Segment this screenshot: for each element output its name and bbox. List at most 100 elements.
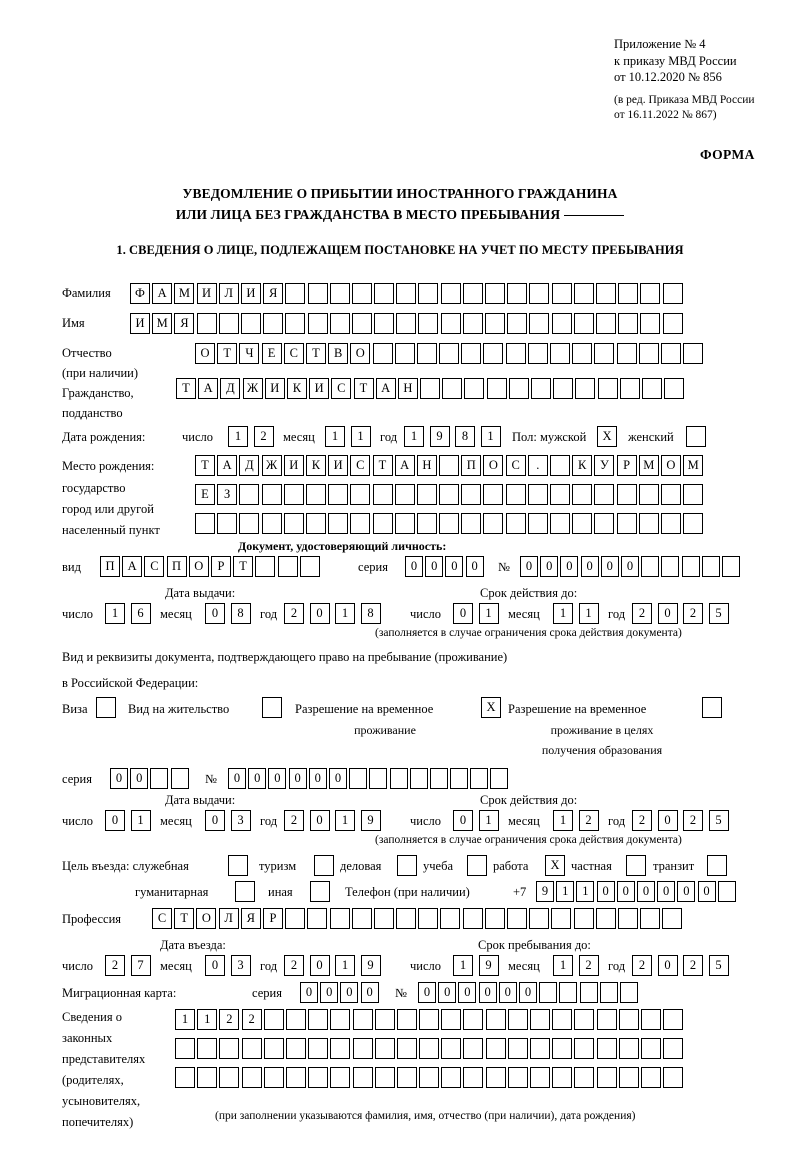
char-box[interactable] — [416, 513, 437, 534]
purpose-tourism-checkbox[interactable] — [314, 855, 334, 876]
purpose-other-checkbox[interactable] — [310, 881, 330, 902]
char-box[interactable] — [239, 513, 260, 534]
char-box[interactable]: Т — [176, 378, 196, 399]
char-box[interactable] — [597, 378, 618, 399]
char-box[interactable]: 0 — [677, 881, 696, 902]
char-box[interactable] — [394, 513, 415, 534]
char-box[interactable] — [550, 484, 570, 505]
char-box[interactable]: 0 — [657, 955, 678, 976]
char-box[interactable]: 0 — [498, 982, 517, 1003]
char-box[interactable]: 0 — [540, 556, 559, 577]
char-box[interactable]: А — [152, 283, 173, 304]
char-box[interactable] — [552, 1038, 573, 1059]
char-box[interactable]: 0 — [478, 982, 497, 1003]
char-box[interactable]: 0 — [620, 556, 639, 577]
char-box[interactable] — [721, 556, 740, 577]
char-box[interactable]: 1 — [130, 810, 151, 831]
char-box[interactable]: Д — [220, 378, 241, 399]
char-box[interactable]: Т — [217, 343, 238, 364]
purpose-business-checkbox[interactable] — [397, 855, 417, 876]
char-box[interactable] — [170, 768, 189, 789]
char-box[interactable] — [263, 1067, 284, 1088]
char-box[interactable]: 0 — [458, 982, 477, 1003]
char-box[interactable]: 5 — [708, 810, 729, 831]
char-box[interactable] — [429, 768, 448, 789]
char-box[interactable] — [307, 283, 328, 304]
char-box[interactable] — [419, 1038, 440, 1059]
char-box[interactable] — [539, 982, 558, 1003]
residence-permit-checkbox[interactable] — [262, 697, 282, 718]
char-box[interactable]: 2 — [241, 1009, 262, 1030]
char-box[interactable]: И — [264, 378, 285, 399]
char-box[interactable]: 1 — [350, 426, 371, 447]
char-box[interactable]: А — [394, 455, 415, 476]
char-box[interactable] — [575, 378, 596, 399]
char-box[interactable] — [418, 283, 439, 304]
char-box[interactable] — [574, 1009, 595, 1030]
char-box[interactable]: К — [572, 455, 593, 476]
char-box[interactable]: И — [196, 283, 217, 304]
char-box[interactable] — [374, 1038, 395, 1059]
char-box[interactable] — [618, 1038, 639, 1059]
char-box[interactable]: 1 — [480, 426, 501, 447]
char-box[interactable] — [619, 982, 638, 1003]
char-box[interactable]: Л — [218, 283, 239, 304]
char-box[interactable]: М — [152, 313, 173, 334]
char-box[interactable] — [507, 908, 527, 929]
char-box[interactable]: 1 — [335, 603, 355, 624]
sex-male-checkbox[interactable]: X — [597, 426, 617, 447]
char-box[interactable] — [594, 513, 615, 534]
char-box[interactable] — [638, 513, 659, 534]
char-box[interactable]: 0 — [453, 810, 473, 831]
birthplace-input-row-3[interactable] — [195, 513, 705, 534]
char-box[interactable] — [574, 1038, 595, 1059]
char-box[interactable] — [416, 343, 437, 364]
char-box[interactable] — [529, 283, 550, 304]
char-box[interactable]: 2 — [632, 955, 652, 976]
char-box[interactable] — [305, 484, 326, 505]
char-box[interactable]: 0 — [320, 982, 339, 1003]
char-box[interactable]: 2 — [683, 603, 703, 624]
char-box[interactable] — [594, 343, 615, 364]
legal-rep-input-row-3[interactable] — [175, 1067, 685, 1088]
char-box[interactable] — [638, 343, 659, 364]
char-box[interactable]: 0 — [560, 556, 579, 577]
char-box[interactable] — [527, 484, 548, 505]
char-box[interactable]: М — [683, 455, 704, 476]
char-box[interactable] — [662, 283, 683, 304]
char-box[interactable]: 0 — [600, 556, 619, 577]
char-box[interactable] — [219, 1038, 240, 1059]
char-box[interactable] — [483, 484, 504, 505]
char-box[interactable]: 0 — [268, 768, 287, 789]
char-box[interactable] — [175, 1067, 195, 1088]
char-box[interactable] — [618, 313, 639, 334]
char-box[interactable] — [505, 484, 526, 505]
purpose-humanitarian-checkbox[interactable] — [235, 881, 255, 902]
purpose-work-checkbox[interactable]: X — [545, 855, 565, 876]
char-box[interactable] — [241, 1067, 262, 1088]
char-box[interactable]: 5 — [708, 603, 729, 624]
char-box[interactable]: И — [130, 313, 150, 334]
char-box[interactable]: П — [166, 556, 187, 577]
char-box[interactable]: 1 — [478, 603, 499, 624]
char-box[interactable] — [618, 1067, 639, 1088]
char-box[interactable] — [485, 1038, 506, 1059]
char-box[interactable] — [640, 1067, 661, 1088]
char-box[interactable] — [701, 556, 720, 577]
char-box[interactable]: С — [152, 908, 172, 929]
char-box[interactable] — [418, 908, 439, 929]
char-box[interactable] — [441, 1067, 462, 1088]
char-box[interactable] — [640, 1009, 661, 1030]
char-box[interactable] — [530, 1067, 550, 1088]
char-box[interactable]: 2 — [683, 955, 703, 976]
char-box[interactable] — [374, 1067, 395, 1088]
char-box[interactable]: 0 — [580, 556, 599, 577]
